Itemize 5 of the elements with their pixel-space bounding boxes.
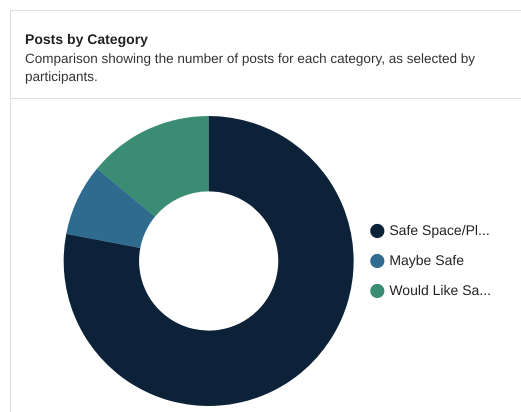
legend-label: Would Like Sa...	[389, 282, 492, 298]
legend-label: Safe Space/Pl...	[389, 222, 490, 238]
chart-title: Posts by Category	[25, 31, 149, 47]
chart-subtitle: Comparison showing the number of posts for each category, as selected by participants.	[25, 50, 476, 86]
legend-label: Maybe Safe	[389, 252, 464, 268]
